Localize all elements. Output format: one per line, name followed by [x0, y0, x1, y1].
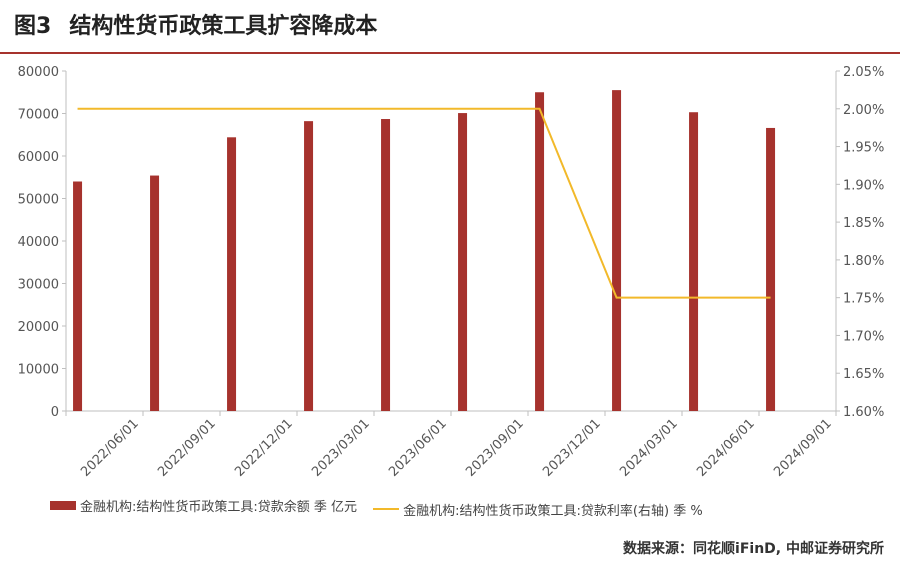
x-tick-label: 2023/09/01: [463, 416, 527, 480]
y-left-tick-label: 80000: [18, 65, 59, 80]
y-right-tick-label: 2.05%: [843, 65, 884, 80]
y-right-tick-label: 1.70%: [843, 329, 884, 344]
y-right-tick-label: 1.65%: [843, 367, 884, 382]
bar: [227, 137, 237, 412]
tick-labels: 0 10000 20000 30000 40000 50000 60000 70000 8000…: [18, 65, 885, 480]
y-right-tick-label: 1.95%: [843, 141, 884, 156]
figure-title: 图3 结构性货币政策工具扩容降成本: [14, 10, 377, 44]
y-right-tick-label: 1.60%: [843, 405, 884, 420]
bar: [73, 181, 83, 411]
legend-swatch-bar: [50, 501, 76, 510]
chart-axes: [62, 70, 840, 416]
legend-label-bar: 金融机构:结构性货币政策工具:贷款余额 季 亿元: [80, 500, 358, 515]
y-left-tick-label: 40000: [18, 235, 59, 250]
line-series: [77, 107, 771, 299]
data-source: 数据来源：同花顺iFinD, 中邮证券研究所: [623, 541, 884, 557]
x-tick-label: 2022/12/01: [232, 416, 296, 480]
x-tick-label: 2023/12/01: [540, 416, 604, 480]
x-tick-label: 2022/06/01: [78, 416, 142, 480]
figure-number: 图3: [14, 14, 52, 39]
bar: [766, 127, 776, 411]
x-tick-label: 2023/06/01: [386, 416, 450, 480]
y-left-tick-label: 10000: [18, 363, 59, 378]
y-right-tick-label: 2.00%: [843, 103, 884, 118]
figure-title-text: 结构性货币政策工具扩容降成本: [69, 14, 378, 39]
bar: [689, 112, 699, 411]
bar: [535, 92, 545, 411]
bar: [612, 90, 622, 411]
rate-line: [77, 107, 771, 299]
y-left-tick-label: 20000: [18, 320, 59, 335]
y-right-tick-label: 1.85%: [843, 216, 884, 231]
y-left-tick-label: 50000: [18, 193, 59, 208]
title-rule: [0, 52, 900, 54]
legend: 金融机构:结构性货币政策工具:贷款余额 季 亿元 金融机构:结构性货币政策工具:…: [50, 496, 890, 519]
x-tick-label: 2022/09/01: [155, 416, 219, 480]
x-tick-label: 2024/03/01: [617, 416, 681, 480]
bar: [304, 121, 314, 412]
y-right-tick-label: 1.75%: [843, 292, 884, 307]
legend-item-line: 金融机构:结构性货币政策工具:贷款利率(右轴) 季 %: [373, 500, 703, 519]
bar: [381, 119, 391, 412]
x-tick-label: 2023/03/01: [309, 416, 373, 480]
y-left-tick-label: 60000: [18, 150, 59, 165]
x-tick-label: 2024/09/01: [771, 416, 835, 480]
y-right-tick-label: 1.80%: [843, 254, 884, 269]
x-tick-label: 2024/06/01: [694, 416, 758, 480]
legend-label-line: 金融机构:结构性货币政策工具:贷款利率(右轴) 季 %: [403, 503, 703, 519]
y-right-tick-label: 1.90%: [843, 178, 884, 193]
legend-item-bar: 金融机构:结构性货币政策工具:贷款余额 季 亿元: [50, 496, 357, 515]
y-left-tick-label: 70000: [18, 108, 59, 123]
legend-swatch-line: [373, 508, 400, 510]
bar-series: [73, 90, 776, 412]
y-left-tick-label: 30000: [18, 278, 59, 293]
bar: [150, 175, 160, 411]
bar: [458, 113, 468, 411]
y-left-tick-label: 0: [51, 405, 59, 420]
